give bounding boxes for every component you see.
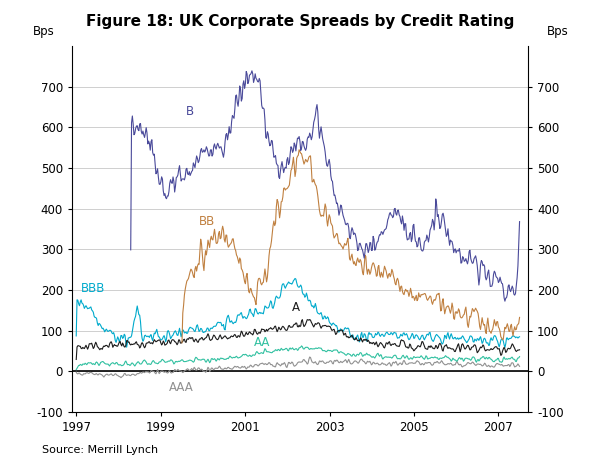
Text: Source: Merrill Lynch: Source: Merrill Lynch <box>42 446 158 455</box>
Text: Figure 18: UK Corporate Spreads by Credit Rating: Figure 18: UK Corporate Spreads by Credi… <box>86 14 514 29</box>
Text: BBB: BBB <box>80 282 105 295</box>
Text: AA: AA <box>254 336 270 349</box>
Text: Bps: Bps <box>33 26 55 38</box>
Text: Bps: Bps <box>547 26 569 38</box>
Text: B: B <box>186 105 194 118</box>
Text: BB: BB <box>199 215 215 228</box>
Text: A: A <box>292 301 299 314</box>
Text: AAA: AAA <box>169 381 194 394</box>
